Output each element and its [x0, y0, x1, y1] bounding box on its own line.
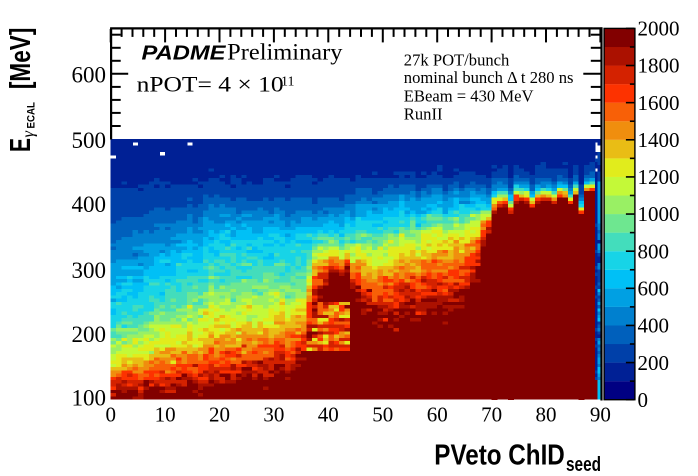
svg-text:600: 600 — [638, 277, 670, 301]
svg-text:400: 400 — [638, 314, 670, 338]
svg-text:ECAL: ECAL — [26, 102, 38, 129]
svg-text:800: 800 — [638, 239, 670, 263]
svg-text:30: 30 — [263, 402, 284, 426]
svg-text:PADME: PADME — [142, 42, 228, 65]
svg-text:PVeto ChID: PVeto ChID — [434, 440, 565, 472]
svg-text:50: 50 — [372, 402, 393, 426]
svg-text:500: 500 — [72, 128, 107, 153]
svg-text:200: 200 — [638, 351, 670, 375]
svg-text:20: 20 — [209, 402, 230, 426]
svg-text:RunII: RunII — [404, 105, 443, 124]
svg-text:nominal bunch Δ t 280 ns: nominal bunch Δ t 280 ns — [404, 68, 574, 87]
svg-text:[MeV]: [MeV] — [5, 28, 37, 90]
svg-text:11: 11 — [281, 74, 294, 89]
svg-text:200: 200 — [72, 322, 107, 347]
svg-text:1200: 1200 — [638, 165, 680, 189]
svg-text:0: 0 — [105, 402, 116, 426]
svg-text:90: 90 — [590, 402, 611, 426]
svg-text:400: 400 — [72, 192, 107, 217]
svg-text:0: 0 — [638, 388, 649, 412]
svg-text:E: E — [5, 138, 37, 152]
svg-text:100: 100 — [72, 386, 107, 411]
svg-text:40: 40 — [318, 402, 339, 426]
svg-text:600: 600 — [72, 63, 107, 88]
svg-text:1800: 1800 — [638, 54, 680, 78]
svg-text:seed: seed — [566, 454, 601, 476]
svg-text:1000: 1000 — [638, 202, 680, 226]
svg-text:27k POT/bunch: 27k POT/bunch — [404, 51, 510, 70]
svg-text:γ: γ — [19, 131, 38, 138]
svg-text:nPOT= 4 × 10: nPOT= 4 × 10 — [137, 72, 284, 97]
svg-text:10: 10 — [155, 402, 176, 426]
svg-text:60: 60 — [427, 402, 448, 426]
svg-text:Preliminary: Preliminary — [227, 40, 343, 65]
svg-text:EBeam = 430 MeV: EBeam = 430 MeV — [404, 87, 534, 106]
svg-text:300: 300 — [72, 258, 107, 283]
svg-text:70: 70 — [481, 402, 502, 426]
svg-text:1400: 1400 — [638, 128, 680, 152]
svg-text:1600: 1600 — [638, 91, 680, 115]
svg-text:80: 80 — [536, 402, 557, 426]
svg-text:2000: 2000 — [638, 17, 680, 41]
